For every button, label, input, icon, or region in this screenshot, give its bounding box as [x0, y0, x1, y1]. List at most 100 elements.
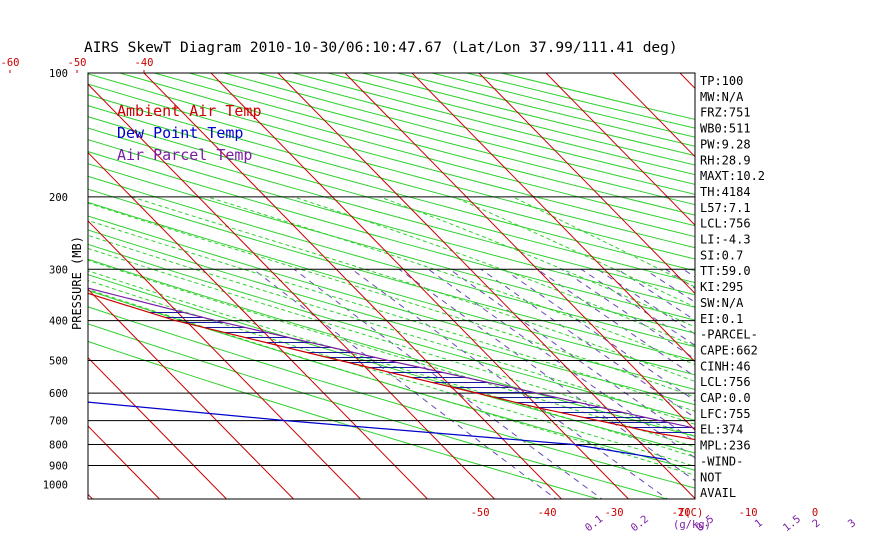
pressure-tick-label: 100: [49, 68, 68, 80]
dry-adiabat-line: [88, 201, 695, 376]
isotherm-line: [814, 73, 870, 499]
ambient-air-temp-line: [88, 292, 695, 441]
isotherm-line: [0, 73, 25, 499]
temperature-unit-label: T(C): [678, 507, 703, 519]
index-value: LFC:755: [700, 407, 751, 421]
legend-ambient-air-temp: Ambient Air Temp: [117, 102, 262, 120]
mixing-ratio-line: [665, 268, 695, 289]
top-temp-tick-label: -50: [68, 57, 87, 69]
isotherm-line: [210, 73, 629, 499]
bottom-temp-tick-label: 0: [812, 507, 818, 519]
index-value: AVAIL: [700, 486, 736, 500]
bottom-temperature-ticks: -50-40-30-20-100102030: [471, 507, 819, 519]
dry-adiabat-line: [88, 105, 695, 272]
index-value: KI:295: [700, 280, 743, 294]
mixing-ratio-line: [428, 268, 695, 459]
isotherm-line: [478, 73, 695, 295]
index-value: LI:-4.3: [700, 233, 751, 247]
bottom-temp-tick-label: -30: [605, 507, 624, 519]
index-value: L57:7.1: [700, 201, 751, 215]
dry-adiabat-line: [88, 243, 695, 421]
index-value: WB0:511: [700, 122, 751, 136]
top-temp-tick-label: -60: [1, 57, 20, 69]
dry-adiabat-line: [88, 127, 695, 296]
dry-adiabat-line: [88, 289, 695, 471]
index-value: EL:374: [700, 423, 743, 437]
dry-adiabat-line: [88, 151, 695, 321]
mixing-ratio-lines: [253, 268, 695, 499]
dry-adiabat-line: [88, 139, 695, 308]
dry-adiabat-line: [88, 340, 601, 499]
mixing-ratio-line: [561, 268, 695, 360]
pressure-tick-label: 500: [49, 356, 68, 368]
index-value: MAXT:10.2: [700, 169, 765, 183]
legend-air-parcel-temp: Air Parcel Temp: [117, 146, 252, 164]
pressure-tick-labels: 100 200 300 400 500 600 700 800 900 1000: [43, 68, 68, 491]
index-value: CAPE:662: [700, 343, 758, 357]
plot-area: [0, 73, 870, 499]
index-value: CINH:46: [700, 359, 751, 373]
dry-adiabat-line: [88, 229, 695, 406]
y-axis-label: PRESSURE (MB): [70, 236, 84, 330]
isotherm-line: [612, 73, 695, 158]
moist-adiabat-line: [379, 196, 695, 328]
isotherm-line: [411, 73, 695, 363]
pressure-tick-label: 1000: [43, 479, 68, 491]
index-value: SW:N/A: [700, 296, 744, 310]
dry-adiabat-line: [88, 188, 695, 362]
isotherm-line: [88, 356, 227, 499]
dry-adiabat-line: [88, 323, 669, 499]
bottom-temp-tick-label: -10: [739, 507, 758, 519]
index-value: TT:59.0: [700, 264, 751, 278]
dry-adiabat-line: [88, 215, 695, 391]
dry-adiabat-line: [88, 94, 695, 260]
top-temperature-ticks: -120-110-100-90-80-70-60-50-40: [1, 57, 154, 73]
index-value: RH:28.9: [700, 153, 751, 167]
pressure-tick-label: 700: [49, 416, 68, 428]
dew-point-temp-line: [88, 401, 667, 461]
index-value: NOT: [700, 470, 722, 484]
mixing-ratio-label: 0.2: [629, 513, 651, 534]
index-value: LCL:756: [700, 375, 751, 389]
top-temp-tick-label: -40: [135, 57, 154, 69]
index-value: TH:4184: [700, 185, 751, 199]
index-value: MW:N/A: [700, 90, 744, 104]
dry-adiabat-line: [326, 73, 695, 166]
mixing-ratio-line: [253, 268, 557, 499]
index-value: PW:9.28: [700, 137, 751, 151]
dry-adiabat-line: [360, 73, 695, 157]
mixing-ratio-labels: 0.10.20.511.52346810121520253040: [583, 513, 858, 534]
isotherm-line: [747, 73, 870, 499]
isotherm-line: [277, 73, 695, 499]
index-value: -WIND-: [700, 454, 743, 468]
isotherm-line: [88, 220, 361, 499]
pressure-tick-label: 800: [49, 440, 68, 452]
isotherm-line: [143, 73, 562, 499]
mixing-ratio-label: 1: [753, 517, 765, 530]
pressure-tick-label: 900: [49, 461, 68, 473]
mixing-ratio-label: 2: [810, 517, 822, 530]
dry-adiabat-line: [395, 73, 695, 147]
dry-adiabat-line: [88, 83, 695, 249]
mixing-ratio-label: 3: [846, 517, 858, 530]
dry-adiabat-line: [88, 163, 695, 334]
index-value: LCL:756: [700, 217, 751, 231]
profiles: [88, 287, 695, 461]
index-value: MPL:236: [700, 439, 751, 453]
cape-hatch: [137, 308, 695, 433]
mixing-ratio-label: 0.1: [583, 513, 605, 534]
moist-adiabat-line: [88, 247, 695, 437]
mixing-ratio-unit-label: (g/kg): [673, 519, 711, 531]
index-value: CAP:0.0: [700, 391, 751, 405]
plot-border: [87, 72, 696, 500]
index-value: SI:0.7: [700, 248, 743, 262]
index-value: -PARCEL-: [700, 328, 758, 342]
pressure-tick-label: 400: [49, 316, 68, 328]
chart-title: AIRS SkewT Diagram 2010-10-30/06:10:47.6…: [84, 40, 678, 56]
isotherm-line: [88, 425, 160, 499]
index-value: EI:0.1: [700, 312, 743, 326]
pressure-tick-label: 600: [49, 388, 68, 400]
moist-adiabat-line: [88, 279, 695, 467]
moist-adiabat-line: [453, 196, 695, 308]
